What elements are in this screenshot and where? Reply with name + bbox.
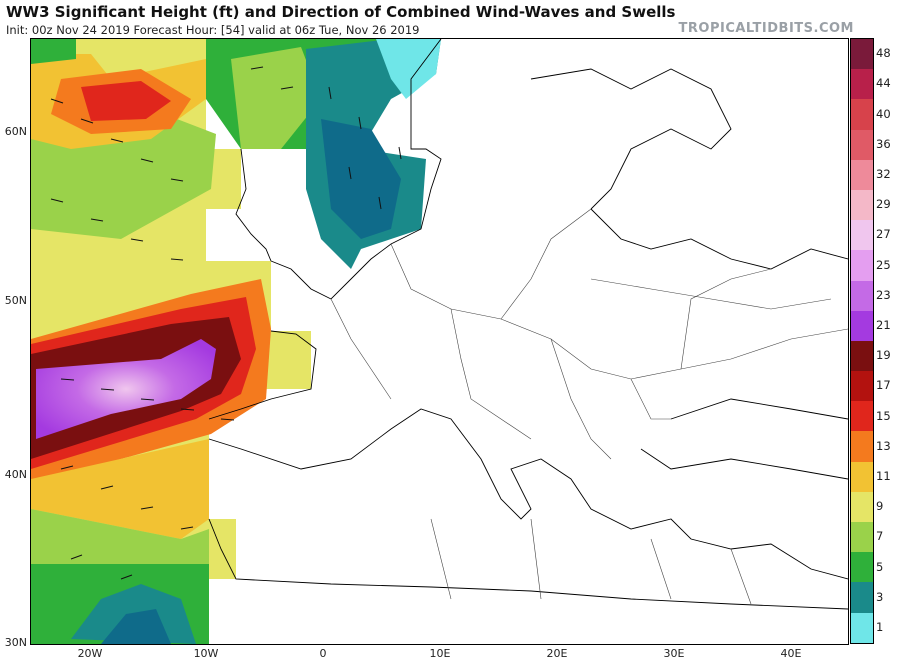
colorbar-label: 21: [876, 317, 891, 332]
colorbar-label: 36: [876, 136, 891, 151]
lat-label: 30N: [4, 636, 27, 649]
map-canvas: [31, 39, 848, 644]
lat-label: 60N: [4, 125, 27, 138]
wave-height-map: [30, 38, 849, 645]
colorbar-label: 17: [876, 378, 891, 393]
colorbar-label: 11: [876, 468, 891, 483]
colorbar: [850, 38, 874, 644]
colorbar-segment: [851, 129, 873, 160]
colorbar-segment: [851, 371, 873, 402]
colorbar-segment: [851, 39, 873, 70]
colorbar-segment: [851, 189, 873, 221]
colorbar-segment: [851, 552, 873, 583]
colorbar-label: 44: [876, 76, 891, 91]
colorbar-label: 1: [876, 619, 884, 634]
colorbar-label: 23: [876, 287, 891, 302]
brand-watermark: TROPICALTIDBITS.COM: [678, 21, 854, 36]
colorbar-segment: [851, 612, 873, 643]
colorbar-segment: [851, 401, 873, 432]
colorbar-label: 5: [876, 559, 884, 574]
colorbar-segment: [851, 250, 873, 281]
colorbar-segment: [851, 99, 873, 130]
colorbar-segment: [851, 69, 873, 100]
colorbar-label: 32: [876, 166, 891, 181]
colorbar-segment: [851, 220, 873, 251]
colorbar-label: 48: [876, 46, 891, 61]
colorbar-label: 19: [876, 348, 891, 363]
colorbar-segment: [851, 159, 873, 190]
country-borders: [330, 208, 848, 605]
colorbar-label: 13: [876, 438, 891, 453]
colorbar-segment: [851, 491, 873, 522]
colorbar-label: 40: [876, 106, 891, 121]
coastlines: [208, 39, 848, 610]
lon-label: 20E: [546, 647, 568, 660]
lon-label: 10W: [193, 647, 219, 660]
colorbar-segment: [851, 431, 873, 462]
colorbar-label: 29: [876, 197, 891, 212]
wave-field: [31, 39, 441, 644]
colorbar-segment: [851, 461, 873, 492]
lon-label: 30E: [663, 647, 685, 660]
lon-label: 10E: [429, 647, 451, 660]
colorbar-label: 7: [876, 529, 884, 544]
colorbar-label: 27: [876, 227, 891, 242]
lon-label: 0: [319, 647, 327, 660]
colorbar-label: 25: [876, 257, 891, 272]
forecast-subtitle: Init: 00z Nov 24 2019 Forecast Hour: [54…: [6, 23, 420, 37]
colorbar-segment: [851, 522, 873, 553]
lon-label: 20W: [77, 647, 103, 660]
lon-label: 40E: [780, 647, 802, 660]
colorbar-segment: [851, 280, 873, 311]
colorbar-label: 3: [876, 589, 884, 604]
colorbar-segment: [851, 582, 873, 613]
colorbar-segment: [851, 340, 873, 372]
colorbar-label: 9: [876, 499, 884, 514]
lat-label: 40N: [4, 468, 27, 481]
direction-arrows: [50, 66, 402, 580]
chart-title: WW3 Significant Height (ft) and Directio…: [6, 3, 676, 21]
lat-label: 50N: [4, 294, 27, 307]
colorbar-segment: [851, 310, 873, 341]
colorbar-label: 15: [876, 408, 891, 423]
